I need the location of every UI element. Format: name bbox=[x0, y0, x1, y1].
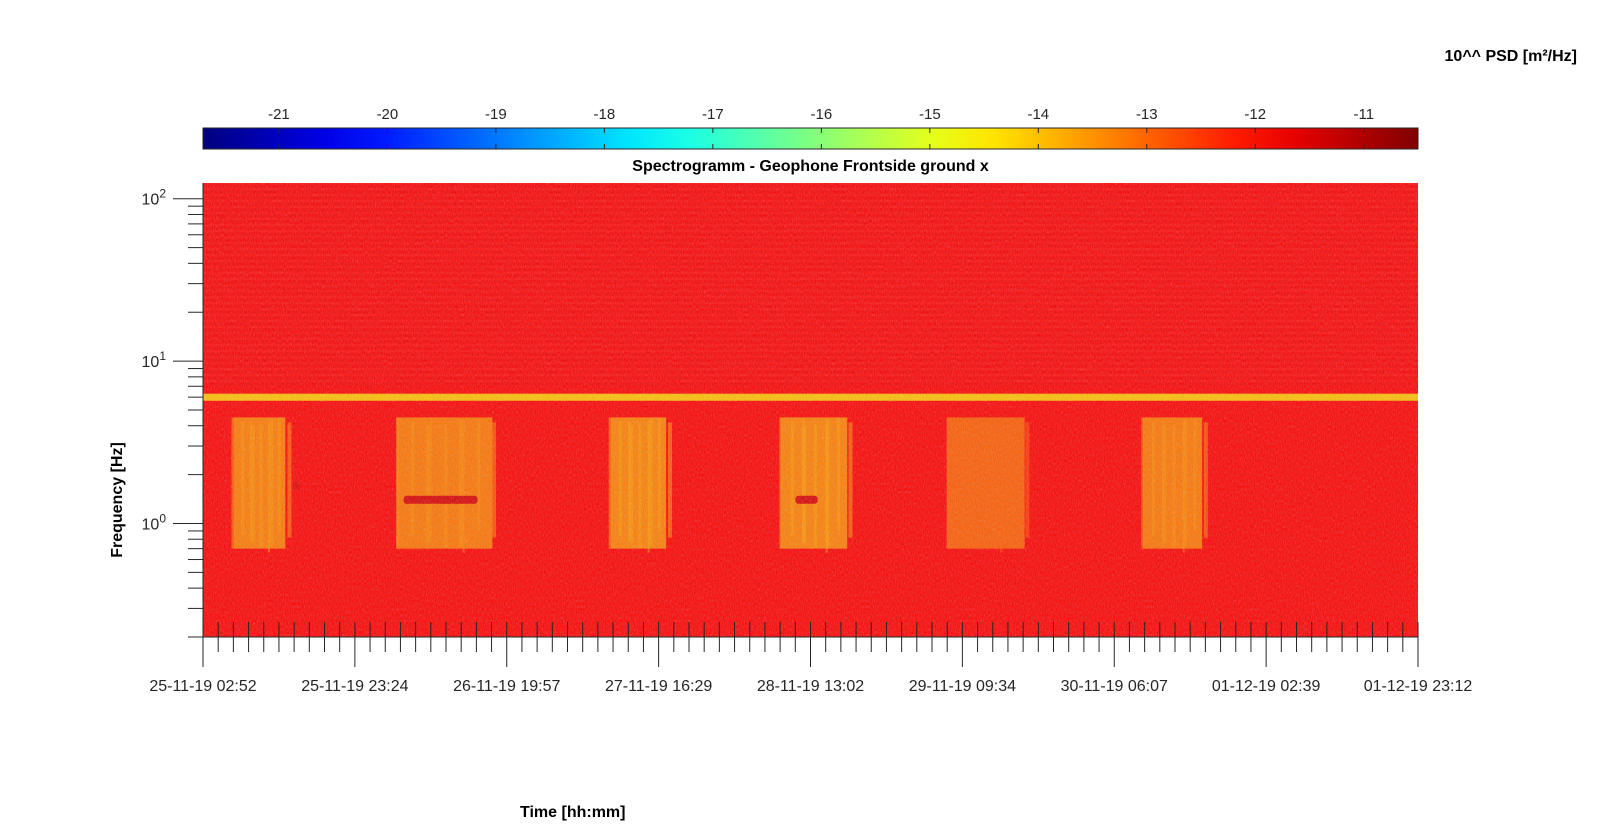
colorbar-tick-label: -21 bbox=[268, 106, 290, 123]
y-tick-base: 10 bbox=[142, 192, 160, 209]
colorbar-tick-label: -15 bbox=[919, 106, 941, 123]
y-tick-exponent: 0 bbox=[159, 512, 166, 526]
colorbar-tick-label: -14 bbox=[1027, 106, 1049, 123]
y-tick-base: 10 bbox=[142, 354, 160, 371]
y-tick-exponent: 2 bbox=[159, 187, 166, 201]
colorbar-bar bbox=[202, 127, 1419, 150]
x-tick-label: 29-11-19 09:34 bbox=[909, 678, 1016, 695]
x-tick-label: 28-11-19 13:02 bbox=[757, 678, 864, 695]
y-tick-label: 100 bbox=[142, 512, 167, 534]
y-tick-base: 10 bbox=[142, 517, 160, 534]
colorbar-tick-label: -12 bbox=[1244, 106, 1266, 123]
x-tick-label: 26-11-19 19:57 bbox=[453, 678, 560, 695]
x-tick-label: 25-11-19 23:24 bbox=[301, 678, 408, 695]
colorbar-tick-label: -16 bbox=[811, 106, 833, 123]
colorbar-tick-label: -11 bbox=[1353, 106, 1374, 123]
colorbar-label: 10^^ PSD [m²/Hz] bbox=[1444, 48, 1577, 65]
y-tick-label: 101 bbox=[142, 349, 167, 371]
spectrogram-plot-area bbox=[203, 183, 1418, 637]
x-tick-label: 30-11-19 06:07 bbox=[1061, 678, 1168, 695]
colorbar-tick-label: -13 bbox=[1136, 106, 1158, 123]
x-tick-label: 25-11-19 02:52 bbox=[149, 678, 256, 695]
x-axis-label: Time [hh:mm] bbox=[520, 804, 626, 821]
y-tick-exponent: 1 bbox=[159, 349, 166, 363]
colorbar-tick-label: -20 bbox=[377, 106, 399, 123]
x-tick-label: 01-12-19 23:12 bbox=[1364, 678, 1473, 695]
x-tick-label: 01-12-19 02:39 bbox=[1212, 678, 1321, 695]
colorbar-tick-label: -18 bbox=[594, 106, 616, 123]
colorbar-tick-label: -17 bbox=[702, 106, 724, 123]
chart-title: Spectrogramm - Geophone Frontside ground… bbox=[632, 158, 989, 175]
y-tick-label: 102 bbox=[142, 187, 167, 209]
colorbar-tick-label: -19 bbox=[485, 106, 507, 123]
axes: 25-11-19 02:52 25-11-19 23:24 26-11-19 19:… bbox=[142, 183, 1473, 695]
x-tick-label: 27-11-19 16:29 bbox=[605, 678, 712, 695]
colorbar: -21 -20 -19 -18 -17 -16 -15 -14 -13 -12 -11 bbox=[202, 106, 1419, 150]
